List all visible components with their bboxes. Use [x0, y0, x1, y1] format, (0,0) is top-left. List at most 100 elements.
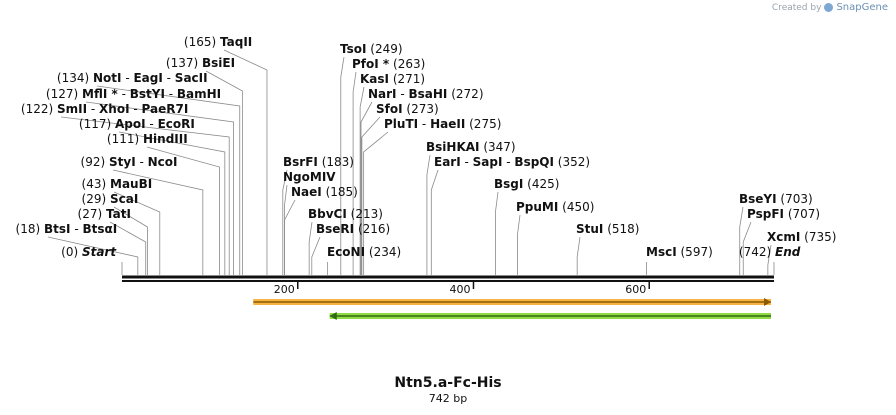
- enzyme-name: BsaHI: [409, 87, 448, 101]
- green-feature[interactable]: [329, 312, 771, 320]
- site-tsoi[interactable]: TsoI (249): [340, 42, 403, 275]
- enzyme-name: XcmI: [767, 230, 800, 244]
- site-taqii[interactable]: (165) TaqII: [184, 35, 268, 275]
- site-stui[interactable]: StuI (518): [576, 222, 640, 275]
- site-noti-eagi-sacii[interactable]: (134) NotI - EagI - SacII: [57, 71, 241, 275]
- site-pluti-haeii[interactable]: PluTI - HaeII (275): [363, 117, 502, 275]
- site-leader-line: [495, 191, 499, 275]
- site-position: (234): [369, 245, 401, 259]
- site-econi[interactable]: EcoNI (234): [327, 245, 401, 275]
- site-label: (137) BsiEI: [166, 56, 235, 70]
- site-maubi[interactable]: (43) MauBI: [82, 177, 161, 275]
- site-naei[interactable]: NaeI (185): [284, 185, 358, 275]
- site-label: MscI (597): [646, 245, 713, 259]
- site-bsgi[interactable]: BsgI (425): [494, 177, 559, 275]
- site-position: (183): [322, 155, 354, 169]
- site-end[interactable]: (742) End: [739, 245, 801, 275]
- enzyme-name: -: [146, 117, 158, 131]
- site-apoi-ecori[interactable]: (117) ApoI - EcoRI: [79, 117, 226, 275]
- site-styi-ncoi[interactable]: (92) StyI - NcoI: [81, 155, 204, 275]
- enzyme-name: KasI: [360, 72, 389, 86]
- enzyme-name: -: [418, 117, 430, 131]
- enzyme-name: TatI: [106, 207, 131, 221]
- site-leader-line: [96, 85, 241, 275]
- site-kasi[interactable]: KasI (271): [359, 72, 425, 275]
- enzyme-name: BseYI: [739, 192, 777, 206]
- site-pfoi[interactable]: PfoI * (263): [352, 57, 425, 275]
- site-position: (450): [562, 200, 594, 214]
- site-hindiii[interactable]: (111) HindIII: [107, 132, 220, 275]
- site-position: (92): [81, 155, 106, 169]
- site-position: (29): [82, 192, 107, 206]
- site-leader-line: [576, 236, 581, 275]
- site-bsihkai[interactable]: BsiHKAI (347): [426, 140, 516, 275]
- axis-tick-label: 400: [449, 283, 470, 296]
- site-position: (117): [79, 117, 111, 131]
- site-pspfi[interactable]: PspFI (707): [742, 207, 820, 275]
- enzyme-name: -: [461, 155, 473, 169]
- site-leader-line: [223, 49, 268, 275]
- site-scai[interactable]: (29) ScaI: [82, 192, 148, 275]
- site-eari-sapi-bspqi[interactable]: EarI - SapI - BspQI (352): [430, 155, 590, 275]
- site-label: PspFI (707): [747, 207, 820, 221]
- enzyme-name: BspQI: [514, 155, 554, 169]
- enzyme-name: BbvCI: [308, 207, 347, 221]
- enzyme-name: -: [87, 102, 99, 116]
- site-bsrfi[interactable]: BsrFI (183): [282, 155, 354, 275]
- enzyme-name: -: [397, 87, 409, 101]
- enzyme-name: NgoMIV: [283, 170, 336, 184]
- site-position: (742): [739, 245, 771, 259]
- enzyme-name: Start: [82, 245, 117, 259]
- enzyme-name: SapI: [473, 155, 503, 169]
- site-leader-line: [311, 236, 321, 275]
- site-mfli-bstyi-bamhi[interactable]: (127) MflI * - BstYI - BamHI: [46, 87, 234, 275]
- site-start[interactable]: (0) Start: [61, 245, 123, 275]
- site-xcmi[interactable]: XcmI (735): [767, 230, 836, 275]
- site-sfoi[interactable]: SfoI (273): [361, 102, 439, 275]
- site-position: (165): [184, 35, 216, 49]
- site-label: (742) End: [739, 245, 801, 259]
- site-nari-bsahi[interactable]: NarI - BsaHI (272): [360, 87, 484, 275]
- site-position: (263): [393, 57, 425, 71]
- enzyme-name: BseRI: [316, 222, 354, 236]
- site-label: (92) StyI - NcoI: [81, 155, 178, 169]
- site-bsiei[interactable]: (137) BsiEI: [166, 56, 243, 275]
- orange-feature[interactable]: [253, 298, 771, 306]
- site-smii-xhoi-paer7i[interactable]: (122) SmII - XhoI - PaeR7I: [21, 102, 230, 275]
- site-position: (271): [393, 72, 425, 86]
- enzyme-name: MscI: [646, 245, 677, 259]
- site-btsi-bts-i[interactable]: (18) BtsI - BtsαI: [16, 222, 139, 275]
- site-msci[interactable]: MscI (597): [646, 245, 713, 275]
- site-bseri[interactable]: BseRI (216): [311, 222, 390, 275]
- site-position: (518): [607, 222, 639, 236]
- site-leader-line: [308, 221, 313, 275]
- site-position: (425): [527, 177, 559, 191]
- site-label: BbvCI (213): [308, 207, 383, 221]
- site-leader-line: [282, 169, 288, 275]
- site-position: (43): [82, 177, 107, 191]
- site-position: (352): [558, 155, 590, 169]
- site-label: NaeI (185): [291, 185, 358, 199]
- sequence-length: 742 bp: [428, 392, 468, 405]
- site-position: (0): [61, 245, 78, 259]
- site-position: (707): [788, 207, 820, 221]
- enzyme-name: MauBI: [110, 177, 152, 191]
- site-leader-line: [118, 131, 226, 275]
- site-tati[interactable]: (27) TatI: [78, 207, 147, 275]
- site-label: (127) MflI * - BstYI - BamHI: [46, 87, 221, 101]
- site-leader-line: [47, 236, 139, 275]
- site-label: PfoI * (263): [352, 57, 425, 71]
- site-bbvci[interactable]: BbvCI (213): [308, 207, 383, 275]
- enzyme-name: EcoNI: [327, 245, 365, 259]
- site-label: StuI (518): [576, 222, 640, 236]
- site-bseyi[interactable]: BseYI (703): [739, 192, 813, 275]
- enzyme-name: PfoI *: [352, 57, 390, 71]
- axis-tick-label: 200: [274, 283, 295, 296]
- site-position: (275): [469, 117, 501, 131]
- site-leader-line: [739, 206, 744, 275]
- site-leader-line: [742, 221, 752, 275]
- enzyme-name: NaeI: [291, 185, 322, 199]
- site-label: BseYI (703): [739, 192, 813, 206]
- enzyme-name: StyI: [109, 155, 136, 169]
- site-ppumi[interactable]: PpuMI (450): [516, 200, 594, 275]
